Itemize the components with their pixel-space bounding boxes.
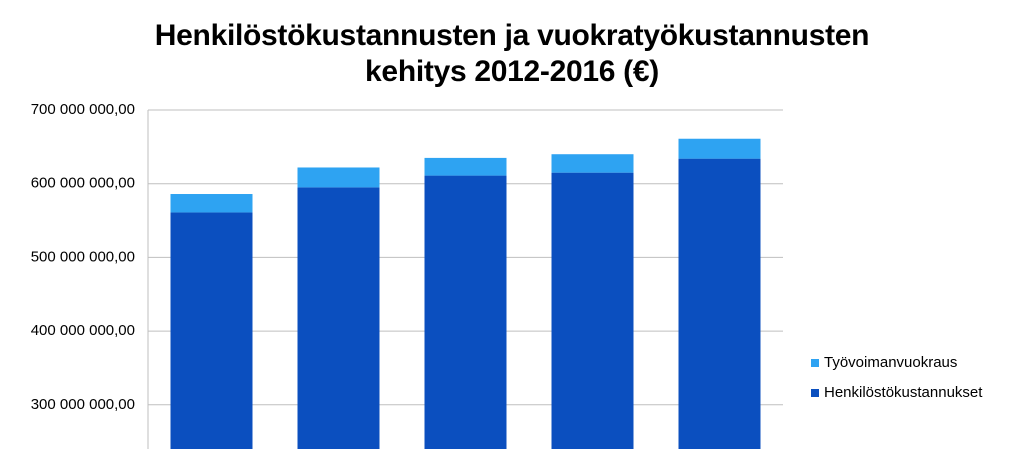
bar-segment (551, 154, 634, 173)
bar-segment (170, 194, 253, 213)
bar-segment (170, 212, 253, 449)
y-tick-label: 600 000 000,00 (31, 175, 135, 192)
bar-segment (297, 167, 380, 188)
y-tick-label: 300 000 000,00 (31, 396, 135, 413)
bar-segment (297, 187, 380, 449)
y-tick-label: 500 000 000,00 (31, 248, 135, 265)
y-tick-label: 700 000 000,00 (31, 101, 135, 118)
bar-segment (678, 158, 761, 449)
bar-segment (424, 175, 507, 449)
y-tick-label: 400 000 000,00 (31, 322, 135, 339)
legend-swatch (811, 389, 819, 397)
legend-swatch (811, 359, 819, 367)
bar-segment (551, 172, 634, 449)
bar-segment (678, 138, 761, 159)
chart-title: Henkilöstökustannusten ja vuokratyökusta… (154, 19, 870, 88)
legend-label: Henkilöstökustannukset (824, 384, 983, 401)
bar-segment (424, 157, 507, 176)
legend-label: Työvoimanvuokraus (824, 354, 957, 371)
